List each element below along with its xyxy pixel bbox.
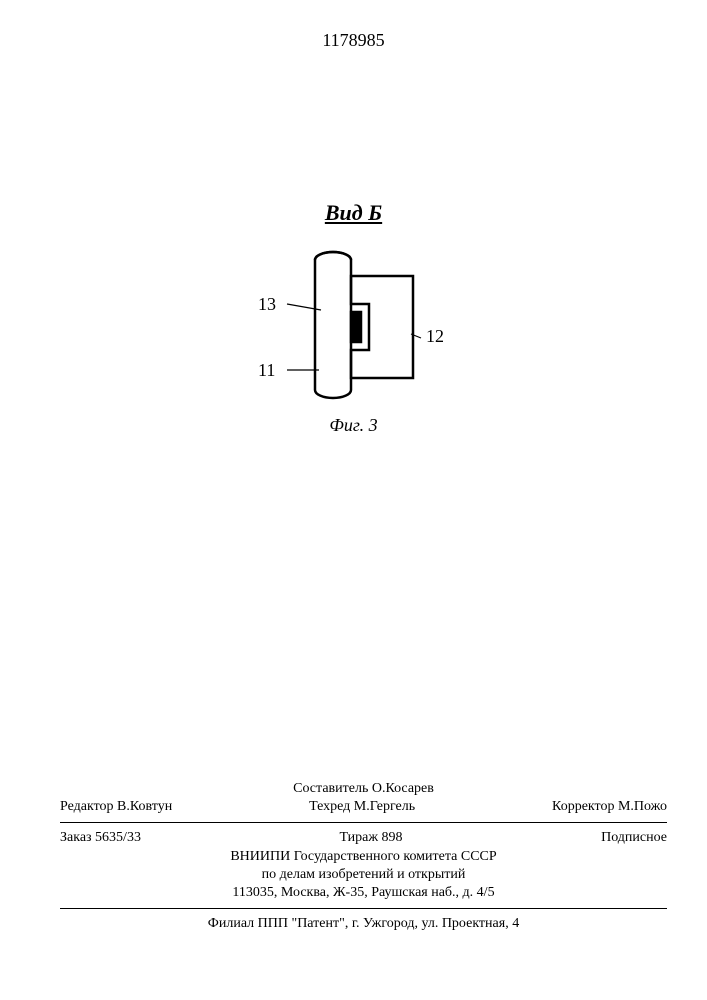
footer-circulation: Тираж 898: [339, 829, 402, 847]
figure-area: Вид Б 13 11 12 Фиг. 3: [0, 200, 707, 460]
footer-address1: 113035, Москва, Ж-35, Раушская наб., д. …: [60, 884, 667, 902]
footer-block: Составитель О.Косарев Редактор В.Ковтун …: [60, 780, 667, 933]
footer-order: Заказ 5635/33: [60, 829, 141, 847]
footer-corrector: Корректор М.Пожо: [552, 798, 667, 816]
callout-12: 12: [426, 326, 444, 347]
footer-rule-2: [60, 908, 667, 909]
callout-11: 11: [258, 360, 275, 381]
callout-13: 13: [258, 294, 276, 315]
figure-diagram: [253, 230, 453, 430]
footer-compiler: Составитель О.Косарев: [60, 780, 667, 798]
footer-subscription: Подписное: [601, 829, 667, 847]
footer-branch: Филиал ППП "Патент", г. Ужгород, ул. Про…: [60, 915, 667, 933]
footer-techred: Техред М.Гергель: [309, 798, 415, 816]
figure-caption: Фиг. 3: [0, 415, 707, 436]
footer-rule-1: [60, 822, 667, 823]
view-label: Вид Б: [0, 200, 707, 226]
footer-editor: Редактор В.Ковтун: [60, 798, 172, 816]
footer-org2: по делам изобретений и открытий: [60, 866, 667, 884]
footer-org1: ВНИИПИ Государственного комитета СССР: [60, 848, 667, 866]
document-number: 1178985: [0, 30, 707, 51]
